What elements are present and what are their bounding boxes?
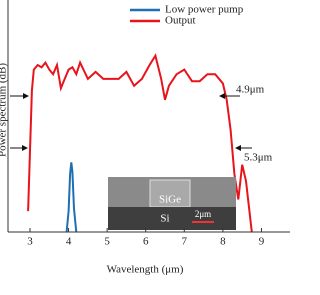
legend-label: Low power pump <box>165 4 244 16</box>
x-tick-label: 3 <box>27 236 33 248</box>
width-arrows <box>10 93 252 151</box>
x-tick-label: 5 <box>104 236 110 248</box>
x-tick-label: 9 <box>259 236 265 248</box>
inset-label: Si <box>160 213 169 225</box>
annotation: 4.9μm <box>236 84 265 96</box>
chart: Power spectrum (dB) Wavelength (μm) 4.9μ… <box>0 0 290 276</box>
series-line <box>27 53 253 232</box>
x-tick-label: 8 <box>220 236 226 248</box>
inset-label: SiGe <box>159 194 181 206</box>
legend-label: Output <box>165 15 196 27</box>
series-line <box>65 162 78 232</box>
annotation: 5.3μm <box>244 152 273 164</box>
x-tick-label: 4 <box>66 236 72 248</box>
inset-image <box>108 177 236 230</box>
y-axis-label: Power spectrum (dB) <box>0 63 9 157</box>
inset-label: 2μm <box>195 209 211 219</box>
x-tick-label: 7 <box>182 236 188 248</box>
x-axis-label: Wavelength (μm) <box>107 264 184 276</box>
x-tick-label: 6 <box>143 236 149 248</box>
